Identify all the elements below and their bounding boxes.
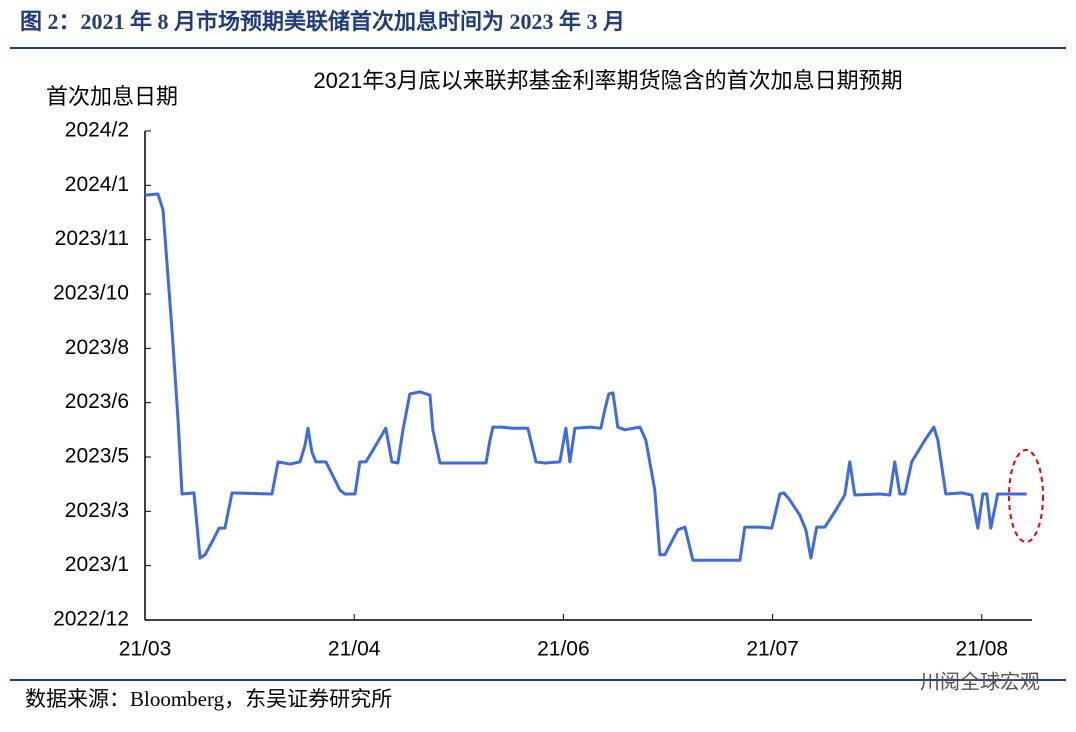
x-tick-label: 21/04 bbox=[328, 638, 381, 661]
y-tick-label: 2023/11 bbox=[55, 227, 129, 250]
data-line bbox=[144, 192, 1027, 562]
watermark: 川阅全球宏观 bbox=[920, 670, 1040, 693]
y-tick-label: 2023/5 bbox=[65, 445, 129, 468]
y-tick-label: 2023/1 bbox=[65, 553, 129, 576]
y-tick-label: 2023/6 bbox=[65, 390, 129, 413]
chart-title: 2021年3月底以来联邦基金利率期货隐含的首次加息日期预期 bbox=[313, 68, 902, 93]
y-tick-label: 2023/3 bbox=[65, 499, 129, 522]
y-tick-label: 2022/12 bbox=[53, 608, 129, 631]
y-tick-label: 2024/2 bbox=[65, 119, 129, 142]
x-tick-label: 21/07 bbox=[746, 638, 799, 661]
highlight-ellipse bbox=[1008, 449, 1044, 543]
x-tick-label: 21/08 bbox=[956, 638, 1009, 661]
header-title: 图 2：2021 年 8 月市场预期美联储首次加息时间为 2023 年 3 月 bbox=[20, 9, 625, 34]
y-axis-label: 首次加息日期 bbox=[46, 84, 178, 109]
y-tick-label: 2023/8 bbox=[65, 336, 129, 359]
source: 数据来源：Bloomberg，东吴证券研究所 bbox=[25, 687, 392, 711]
x-tick-label: 21/03 bbox=[119, 638, 172, 661]
y-tick-label: 2023/10 bbox=[53, 282, 129, 305]
y-tick-label: 2024/1 bbox=[65, 173, 129, 196]
x-tick-label: 21/06 bbox=[537, 638, 590, 661]
